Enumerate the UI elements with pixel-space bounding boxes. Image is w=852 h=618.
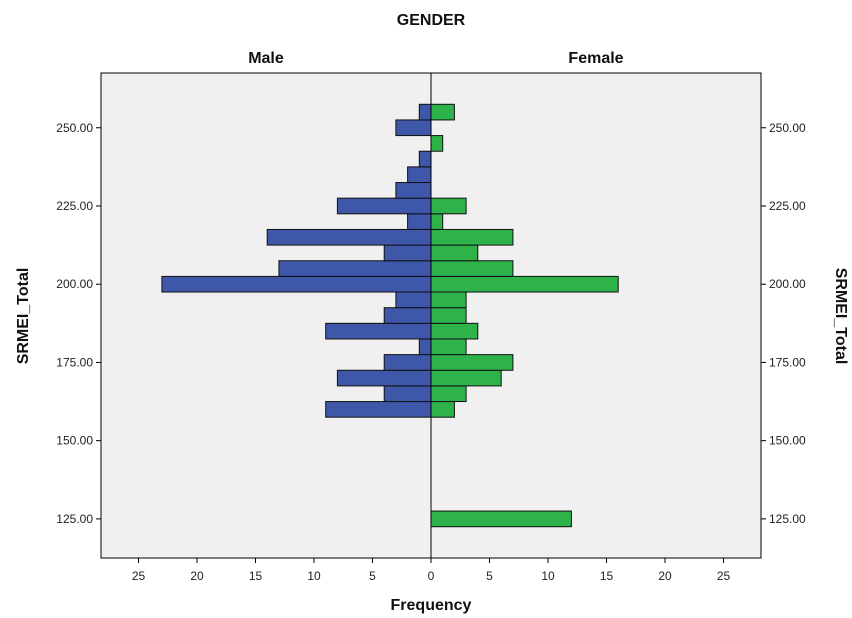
y-tick-label-right: 125.00 [769,512,806,526]
x-tick-label: 20 [658,569,672,583]
y-tick-label-left: 125.00 [56,512,93,526]
male-bar [395,119,432,137]
female-bar [430,385,467,403]
bars-group [161,103,619,528]
male-bar [383,244,432,262]
y-tick-label-left: 225.00 [56,199,93,213]
y-axis-title-right: SRMEI_Total [832,268,849,365]
female-bar [430,307,467,324]
y-tick-label-right: 200.00 [769,277,806,291]
female-bar [430,103,455,121]
female-bar [430,244,479,262]
female-bar [430,354,514,371]
axes-group: 125.00 125.00 150.00 150.00 175.00 175.00 200.… [56,121,806,583]
male-bar [325,401,432,418]
y-tick-label-right: 175.00 [769,355,806,369]
x-tick-label: 5 [369,569,376,583]
female-bar [430,291,467,309]
x-tick-label: 15 [600,569,614,583]
y-tick-label-left: 175.00 [56,355,93,369]
y-tick-label-right: 150.00 [769,434,806,448]
x-tick-label: 25 [132,569,146,583]
female-bar [430,197,467,215]
male-bar [418,103,432,121]
female-bar [430,369,502,387]
x-tick-label: 15 [249,569,263,583]
male-bar [161,275,432,293]
female-bar [430,401,455,418]
chart-title: GENDER [397,12,466,29]
female-bar [430,338,467,356]
y-tick-label-left: 200.00 [56,277,93,291]
male-bar [266,228,432,246]
y-tick-label-left: 250.00 [56,121,93,135]
x-tick-label: 5 [486,569,493,583]
male-bar [395,182,432,199]
female-bar [430,510,572,528]
female-bar [430,260,514,277]
male-bar [383,307,432,324]
male-bar [278,260,432,277]
male-bar [383,354,432,371]
female-bar [430,275,619,293]
male-bar [407,166,432,184]
male-bar [383,385,432,403]
x-tick-label: 20 [190,569,204,583]
x-tick-label: 25 [717,569,731,583]
panel-label-female: Female [568,50,623,67]
male-bar [418,338,432,356]
male-bar [325,322,432,340]
y-axis-title-left: SRMEI_Total [15,268,32,365]
y-tick-label-left: 150.00 [56,434,93,448]
female-bar [430,135,444,152]
x-axis-title: Frequency [391,597,472,614]
y-tick-label-right: 225.00 [769,199,806,213]
male-bar [336,369,432,387]
panel-label-male: Male [248,50,284,67]
x-tick-label: 10 [307,569,321,583]
x-tick-label: 0 [428,569,435,583]
male-bar [407,213,432,230]
y-tick-label-right: 250.00 [769,121,806,135]
x-tick-label: 10 [541,569,555,583]
female-bar [430,322,479,340]
female-bar [430,213,444,230]
male-bar [336,197,432,215]
male-bar [418,150,432,168]
male-bar [395,291,432,309]
female-bar [430,228,514,246]
